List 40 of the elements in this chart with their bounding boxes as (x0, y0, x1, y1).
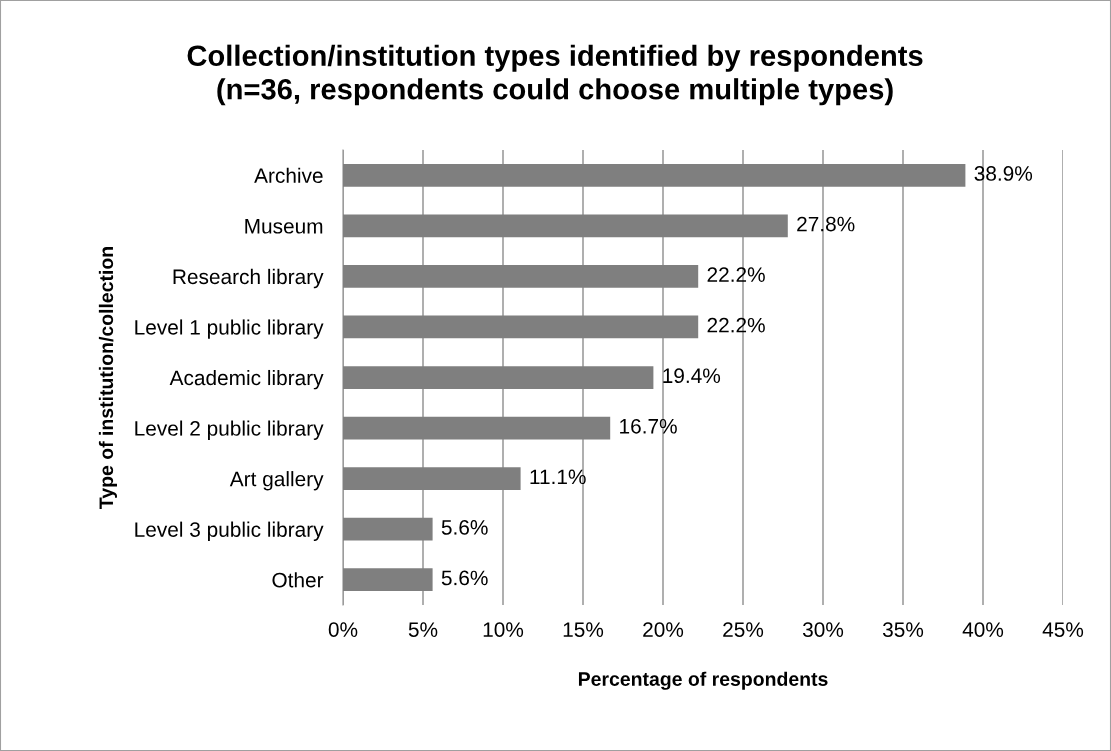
x-tick-label: 35% (882, 622, 924, 637)
bar (343, 265, 699, 288)
y-tick-label: Academic library (169, 369, 324, 390)
x-tick-label: 15% (563, 622, 604, 637)
x-axis-title: Percentage of respondents (578, 671, 828, 690)
x-tick-label: 5% (408, 622, 438, 637)
x-tick-label: 20% (643, 622, 684, 637)
bar (343, 467, 521, 490)
data-label: 5.6% (441, 570, 488, 586)
x-tick-label: 0% (328, 622, 358, 637)
x-tick-label: 30% (802, 622, 844, 637)
y-axis-title: Type of institution/collection (98, 247, 117, 509)
y-tick-label: Other (272, 572, 324, 588)
bar (343, 315, 699, 339)
x-tick-label: 45% (1042, 622, 1084, 637)
data-label: 38.9% (974, 166, 1033, 181)
y-tick-label: Research library (173, 268, 324, 289)
x-tick-label: 25% (723, 622, 764, 637)
data-label: 11.1% (530, 469, 586, 485)
bar (343, 214, 788, 238)
data-label: 27.8% (797, 216, 855, 232)
bar (343, 163, 966, 187)
y-tick-label: Archive (254, 167, 323, 184)
data-label: 22.2% (707, 267, 765, 282)
y-tick-label: Level 3 public library (135, 521, 324, 542)
bar (343, 366, 654, 389)
bar (343, 568, 433, 592)
bar (343, 517, 433, 541)
chart-title: Collection/institution types identified by respondents (n=36, respondents could choose multiple types) (187, 44, 923, 106)
data-label: 5.6% (441, 520, 488, 535)
data-label: 22.2% (707, 317, 765, 333)
y-tick-label: Level 2 public library (135, 420, 324, 440)
x-tick-label: 40% (962, 622, 1004, 637)
data-label: 16.7% (620, 418, 677, 434)
y-tick-label: Level 1 public library (135, 319, 324, 339)
bar (343, 416, 611, 440)
y-tick-label: Museum (245, 219, 323, 234)
x-tick-label: 10% (483, 622, 524, 637)
data-label: 19.4% (663, 368, 721, 384)
y-tick-label: Art gallery (229, 471, 324, 491)
